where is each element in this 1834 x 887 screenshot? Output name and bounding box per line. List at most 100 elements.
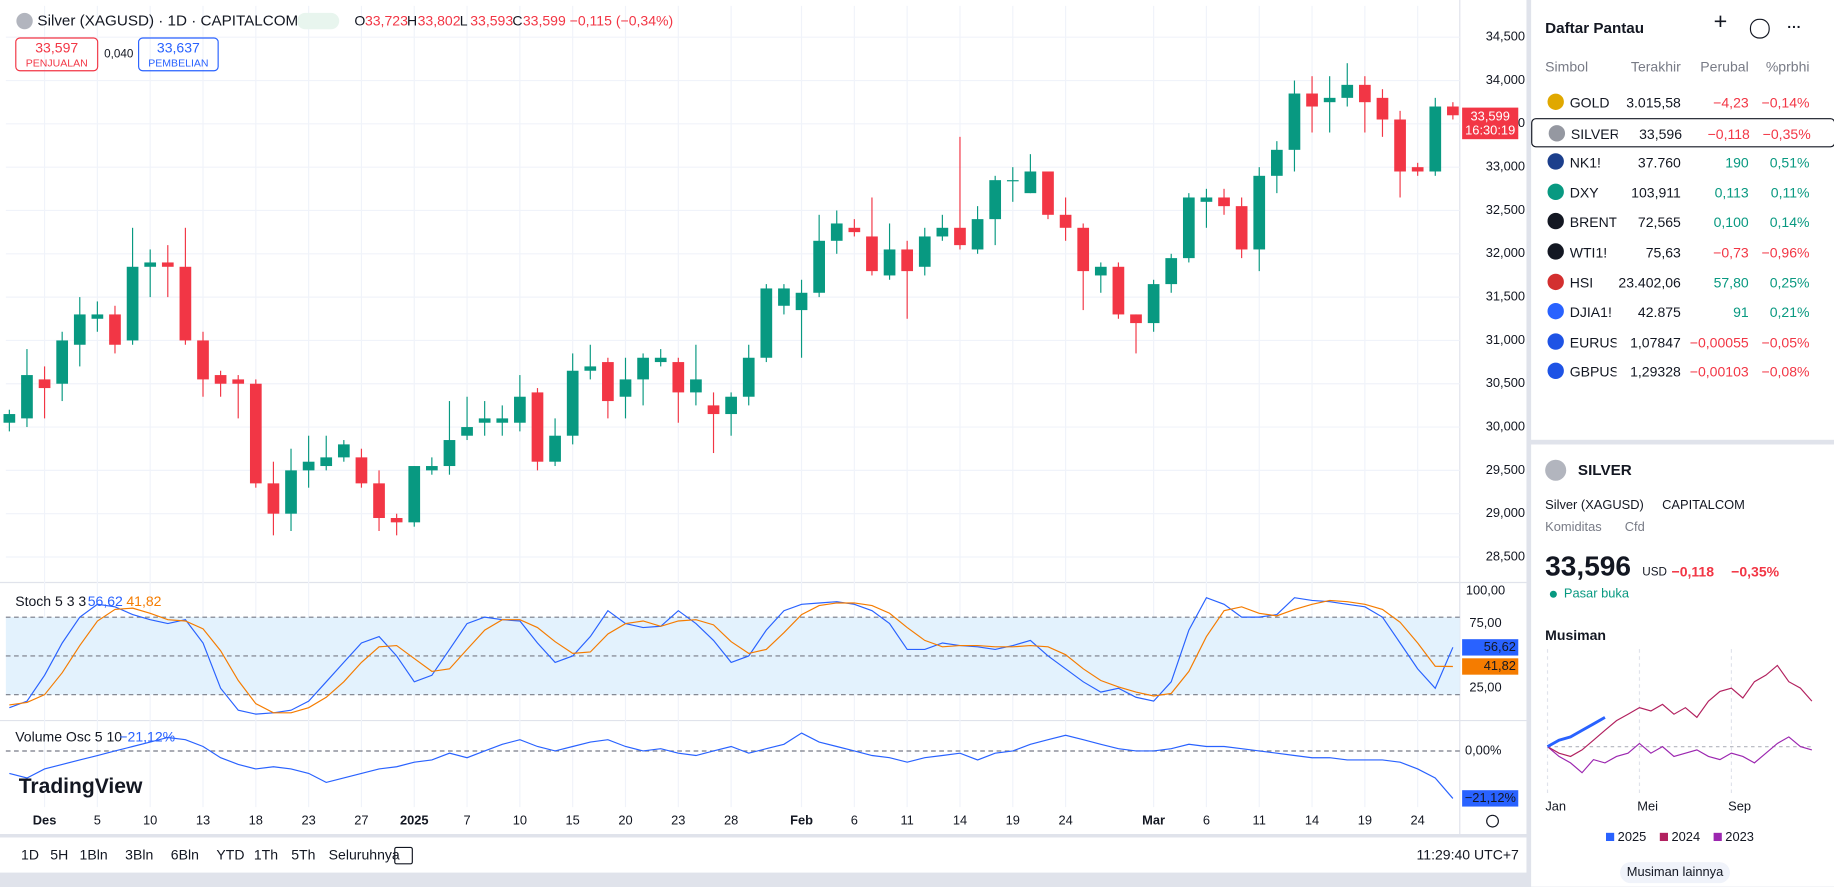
candle-body <box>672 362 685 393</box>
more-seasonal[interactable]: Musiman lainnya <box>1620 862 1730 884</box>
settings-icon[interactable] <box>1486 814 1499 828</box>
symbol-icon <box>1547 303 1564 320</box>
candle-body <box>1376 97 1389 120</box>
x-tick-label: 28 <box>724 813 738 828</box>
candle-body <box>637 357 649 380</box>
range-button[interactable]: 1D <box>21 846 40 864</box>
y-tick-label: 29,000 <box>1486 505 1525 520</box>
sell-button[interactable]: 33,597 PENJUALAN <box>15 37 99 72</box>
candle-body <box>38 379 51 389</box>
watchlist-row[interactable]: BRENT 72,565 0,100 0,14% <box>1531 207 1834 236</box>
candle-body <box>443 440 456 467</box>
symbol-icon <box>1547 363 1564 380</box>
x-tick-label: Feb <box>790 813 813 828</box>
stoch-line <box>9 596 1454 715</box>
candle-body <box>1165 258 1178 285</box>
y-tick-label: 30,000 <box>1486 418 1525 433</box>
watchlist-row[interactable]: WTI1! 75,63 −0,73 −0,96% <box>1531 237 1834 266</box>
watchlist-row[interactable]: SILVER 33,596 −0,118 −0,35% <box>1531 117 1834 147</box>
add-icon[interactable]: + <box>1713 9 1728 36</box>
candle-body <box>355 457 368 484</box>
watchlist-row[interactable]: HSI 23.402,06 57,80 0,25% <box>1531 267 1834 296</box>
watchlist-row[interactable]: NK1! 37.760 190 0,51% <box>1531 148 1834 177</box>
candle-body <box>109 314 121 345</box>
range-button[interactable]: 1Th <box>253 846 279 864</box>
watchlist-row[interactable]: GOLD 3.015,58 −4,23 −0,14% <box>1531 88 1834 117</box>
ohlc-key: H <box>407 12 418 30</box>
stoch-d-value: 41,82 <box>126 593 162 610</box>
ohlc-key: C <box>512 12 523 30</box>
candle-body <box>302 461 315 471</box>
symbol-icon <box>1547 213 1564 230</box>
watchlist-title[interactable]: Daftar Pantau <box>1545 18 1645 37</box>
candle-body <box>161 262 174 267</box>
range-button[interactable]: Seluruhnya <box>328 846 400 864</box>
x-tick-label: Mei <box>1637 798 1658 813</box>
symbol: NK1! <box>1569 154 1601 171</box>
details-name[interactable]: Silver (XAGUSD) <box>1545 498 1644 513</box>
candle-body <box>1130 314 1142 324</box>
calendar-icon[interactable] <box>394 846 413 865</box>
legend-swatch <box>1713 832 1722 842</box>
symbol-icon <box>1547 243 1564 260</box>
more-icon[interactable]: ··· <box>1787 18 1802 36</box>
candle-body <box>1411 167 1424 172</box>
logo[interactable]: TradingView <box>18 774 143 798</box>
vol-value: −21,12% <box>119 728 176 746</box>
x-tick-label: Mar <box>1142 813 1165 828</box>
x-tick-label: 10 <box>513 813 527 828</box>
x-tick-label: Sep <box>1728 798 1751 813</box>
x-tick-label: 7 <box>463 813 470 828</box>
watchlist-row[interactable]: EURUSI 1,07847 −0,00055 −0,05% <box>1531 327 1834 356</box>
last: 37.760 <box>1637 154 1681 171</box>
symbol: HSI <box>1569 274 1594 291</box>
last: 1,07847 <box>1630 334 1681 351</box>
range-button[interactable]: YTD <box>216 846 245 864</box>
change: −0,73 <box>1713 244 1749 261</box>
candle-body <box>426 466 438 471</box>
chart-icon[interactable] <box>1749 18 1770 39</box>
candle-body <box>1429 106 1442 172</box>
x-tick-label: 20 <box>618 813 632 828</box>
candle-body <box>918 236 931 267</box>
range-button[interactable]: 5H <box>50 846 69 864</box>
watchlist-row[interactable]: DXY 103,911 0,113 0,11% <box>1531 178 1834 207</box>
change: −4,23 <box>1713 94 1749 112</box>
y-tick-label: 33,000 <box>1486 159 1525 174</box>
change: 190 <box>1725 154 1749 171</box>
percent: 0,25% <box>1769 274 1810 291</box>
candle-body <box>883 249 896 276</box>
symbol-title[interactable]: Silver (XAGUSD) · 1D · CAPITALCOM <box>37 11 299 30</box>
column-header: %prbhi <box>1765 58 1810 75</box>
candle-body <box>1147 284 1160 324</box>
symbol: GOLD <box>1569 94 1610 112</box>
watchlist-row[interactable]: DJIA1! 42.875 91 0,21% <box>1531 297 1834 326</box>
sell-label: PENJUALAN <box>25 57 88 70</box>
watchlist-row[interactable]: GBPUSI 1,29328 −0,00103 −0,08% <box>1531 357 1834 386</box>
candle-body <box>602 362 614 402</box>
range-button[interactable]: 1Bln <box>79 846 108 864</box>
candle-body <box>408 466 421 523</box>
last: 23.402,06 <box>1618 274 1681 291</box>
candle-body <box>549 435 561 462</box>
legend-label: 2023 <box>1725 829 1754 844</box>
symbol-icon <box>1547 153 1564 170</box>
range-button[interactable]: 5Th <box>291 846 316 864</box>
range-button[interactable]: 3Bln <box>125 846 154 864</box>
buy-button[interactable]: 33,637 PEMBELIAN <box>138 37 219 72</box>
candle-body <box>971 219 984 250</box>
x-tick-label: 27 <box>354 813 368 828</box>
x-tick-label: 19 <box>1006 813 1020 828</box>
y-tick-label: 0,00% <box>1465 742 1501 757</box>
range-button[interactable]: 6Bln <box>170 846 199 864</box>
ohlc-value: 33,802 <box>417 12 461 30</box>
candle-body <box>954 227 966 246</box>
x-tick-label: 11 <box>900 813 913 828</box>
vol-title: Volume Osc 5 10 <box>15 728 123 746</box>
x-tick-label: Des <box>33 813 57 828</box>
last: 42.875 <box>1637 304 1681 321</box>
symbol: WTI1! <box>1569 244 1608 261</box>
candle-body <box>478 418 491 423</box>
candle-body <box>584 366 597 371</box>
buy-label: PEMBELIAN <box>148 57 209 70</box>
